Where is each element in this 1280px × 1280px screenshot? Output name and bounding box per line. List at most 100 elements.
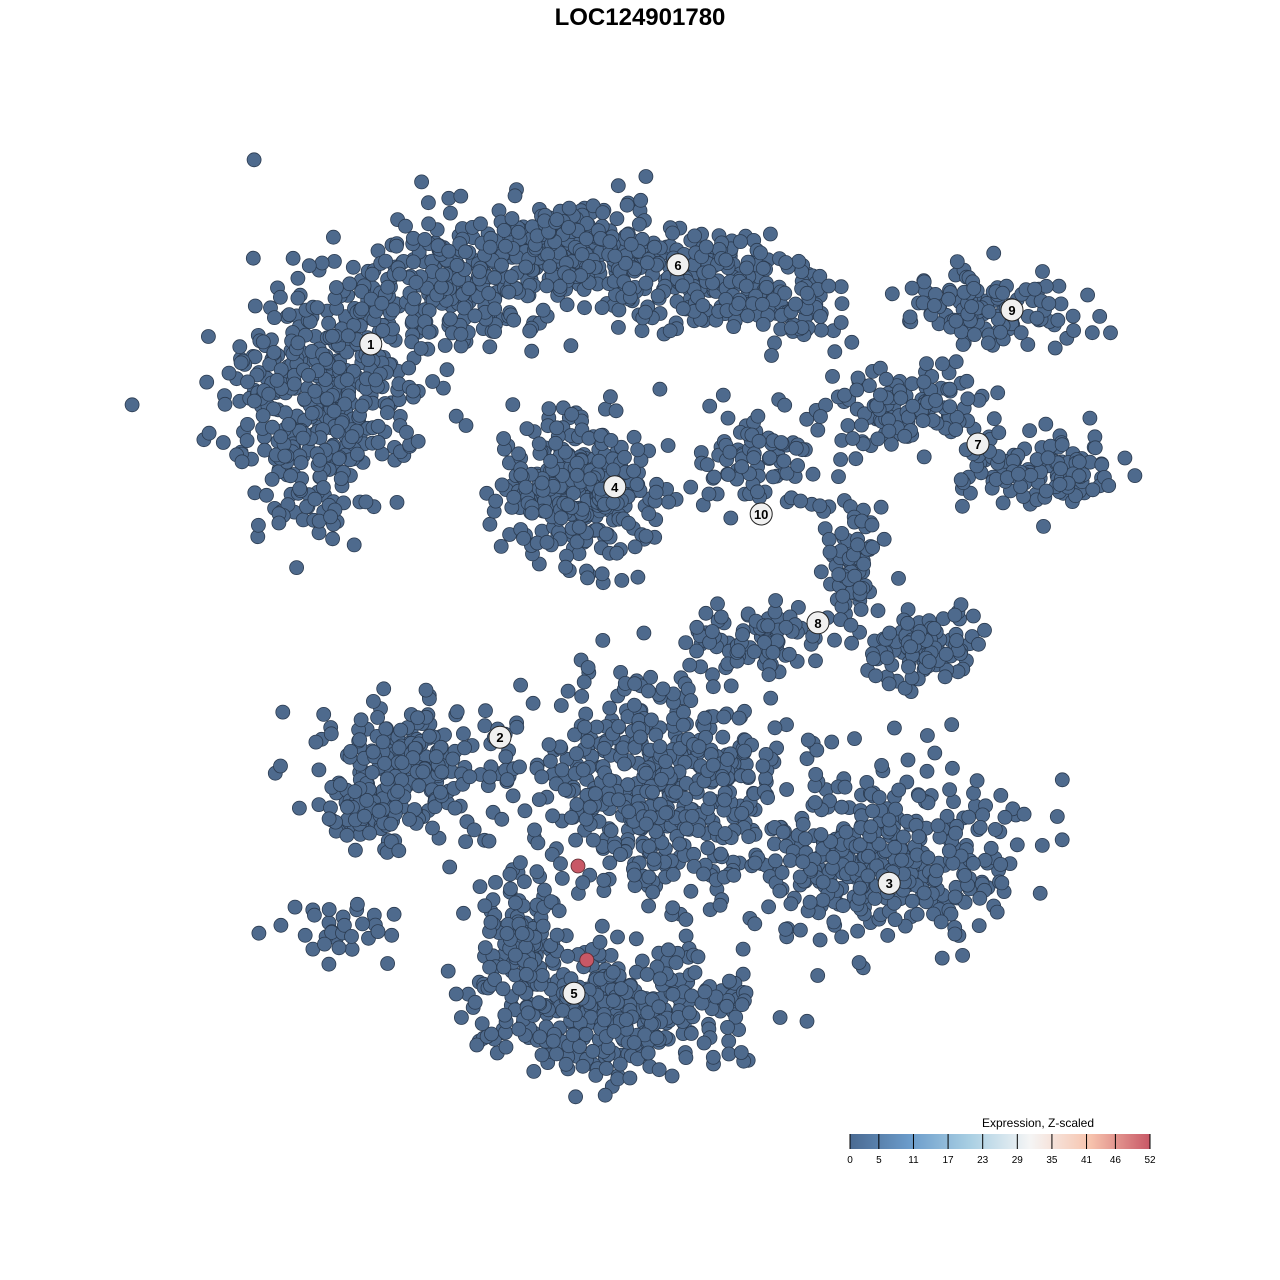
data-point: [370, 924, 386, 939]
data-point: [860, 868, 876, 884]
data-point: [874, 758, 889, 773]
data-point: [453, 326, 469, 342]
data-point: [498, 1039, 514, 1055]
data-point: [897, 428, 913, 444]
data-point: [611, 319, 626, 335]
data-point: [513, 855, 528, 870]
data-point: [534, 769, 550, 785]
data-point: [863, 819, 879, 835]
data-point: [442, 205, 458, 221]
data-point: [920, 728, 935, 743]
data-point: [353, 712, 369, 728]
data-point: [723, 510, 739, 526]
data-point: [722, 444, 738, 460]
data-point: [247, 298, 263, 314]
data-point: [845, 431, 861, 446]
data-point: [385, 302, 401, 318]
data-point: [652, 971, 668, 987]
data-point: [442, 859, 458, 875]
data-point: [493, 539, 509, 554]
data-point: [378, 253, 394, 269]
data-point: [315, 480, 331, 496]
data-point: [564, 810, 579, 825]
data-point: [1050, 312, 1066, 328]
data-point: [406, 291, 422, 307]
data-point: [821, 532, 837, 547]
data-point: [717, 826, 733, 841]
data-point: [941, 843, 957, 859]
data-point: [375, 322, 391, 338]
data-point: [326, 253, 342, 269]
data-point: [799, 1013, 815, 1029]
data-point: [623, 236, 639, 252]
data-point: [655, 681, 671, 697]
data-point: [638, 528, 654, 544]
cluster-label-text: 9: [1008, 303, 1015, 318]
data-point: [391, 740, 407, 756]
data-point: [344, 941, 360, 957]
legend: Expression, Z-scaled 0 5 11 17 23 29 35 41 46 52: [847, 1116, 1156, 1166]
data-point: [927, 298, 942, 313]
data-point: [716, 709, 732, 725]
data-point: [701, 264, 717, 280]
data-point: [948, 825, 963, 841]
data-point: [603, 432, 619, 448]
data-point: [559, 297, 575, 313]
data-point: [894, 852, 910, 868]
data-point: [568, 832, 583, 848]
data-point: [788, 296, 803, 312]
data-point: [482, 239, 498, 255]
data-point: [379, 771, 395, 787]
data-point: [264, 471, 280, 487]
cluster-label-2: 2: [488, 725, 512, 749]
data-point: [549, 1046, 564, 1062]
data-point: [947, 926, 963, 942]
data-point: [900, 615, 915, 631]
data-point: [664, 1068, 680, 1084]
highlighted-point: [570, 858, 586, 874]
data-point: [765, 645, 781, 660]
data-point: [551, 903, 567, 919]
data-point: [290, 335, 306, 351]
data-point: [306, 907, 322, 923]
data-point: [948, 354, 964, 370]
data-point: [264, 419, 280, 435]
data-point: [534, 968, 550, 983]
data-point: [755, 296, 770, 312]
data-point: [287, 899, 303, 915]
data-point: [915, 413, 931, 429]
data-point: [731, 295, 747, 311]
data-point: [435, 267, 450, 283]
data-point: [720, 410, 736, 426]
data-point: [715, 729, 731, 745]
cluster-label-7: 7: [966, 432, 990, 456]
data-point: [1066, 323, 1081, 338]
data-point: [428, 749, 444, 765]
data-point: [1022, 423, 1037, 439]
data-point: [549, 927, 565, 943]
data-point: [456, 905, 471, 921]
data-point: [457, 740, 473, 756]
data-point: [813, 564, 829, 580]
data-point: [905, 398, 921, 414]
data-point: [352, 732, 368, 748]
data-point: [511, 1021, 527, 1037]
data-point: [1101, 478, 1117, 494]
data-point: [398, 218, 413, 234]
data-point: [887, 912, 903, 927]
data-point: [307, 383, 323, 399]
data-point: [991, 425, 1007, 441]
data-point: [808, 653, 823, 669]
data-point: [720, 1020, 735, 1035]
data-point: [719, 998, 735, 1014]
data-point: [496, 431, 512, 446]
data-point: [340, 328, 356, 344]
data-point: [797, 831, 813, 847]
data-point: [277, 448, 293, 464]
data-point: [553, 856, 568, 872]
data-point: [498, 238, 513, 254]
data-point: [1032, 885, 1048, 901]
cluster-label-text: 3: [886, 876, 893, 891]
data-point: [531, 792, 547, 807]
data-point: [375, 734, 391, 750]
